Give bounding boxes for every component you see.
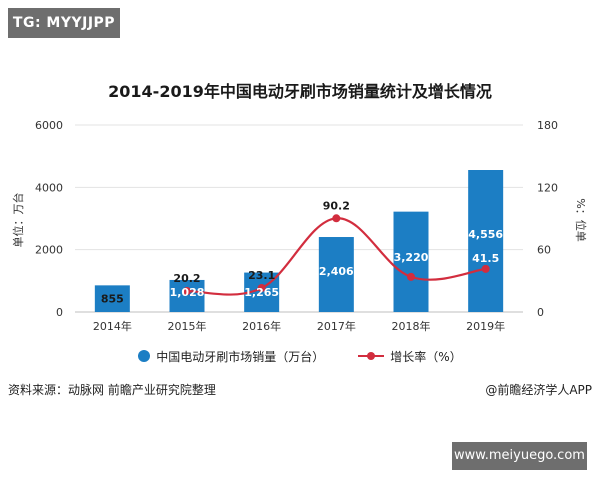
x-category-label: 2017年 — [317, 319, 356, 333]
y-right-tick-label: 60 — [537, 244, 551, 257]
bar-value-label: 4,556 — [468, 228, 503, 241]
growth-value-label: 20.2 — [173, 272, 200, 285]
bar-value-label: 855 — [101, 293, 124, 306]
legend-label-growth: 增长率（%） — [390, 349, 462, 364]
y-left-tick-label: 4000 — [35, 181, 63, 194]
y-axis-left-label: 单位：万台 — [11, 193, 25, 248]
bar — [318, 237, 354, 312]
bar-value-label: 2,406 — [319, 265, 354, 278]
legend-marker-line — [358, 350, 385, 362]
x-axis-categories: 2014年 2015年 2016年 2017年 2018年 2019年 — [93, 319, 505, 333]
x-category-label: 2015年 — [168, 319, 207, 333]
y-right-tick-label: 120 — [537, 181, 558, 194]
x-category-label: 2019年 — [466, 319, 505, 333]
legend-item-growth: 增长率（%） — [358, 348, 462, 365]
grid-lines — [75, 124, 523, 313]
bar — [94, 285, 130, 312]
data-labels: 855 1,028 1,265 2,406 3,220 4,556 20.2 23.1 90.2… — [101, 199, 504, 305]
legend-item-sales: 中国电动牙刷市场销量（万台） — [138, 348, 324, 365]
bar-value-label: 3,220 — [394, 251, 429, 264]
y-left-tick-label: 2000 — [35, 244, 63, 257]
y-left-tick-label: 0 — [56, 306, 63, 319]
growth-value-label: 41.5 — [472, 252, 499, 265]
source-note: 资料来源：动脉网 前瞻产业研究院整理 — [8, 383, 216, 397]
axis-ticks: 0 2000 4000 6000 0 60 120 180 — [35, 119, 558, 319]
bar — [468, 170, 504, 312]
growth-value-label: 23.1 — [248, 269, 275, 282]
y-right-tick-label: 0 — [537, 306, 544, 319]
growth-rate-point — [332, 214, 341, 223]
chart-title: 2014-2019年中国电动牙刷市场销量统计及增长情况 — [108, 82, 492, 101]
x-category-label: 2016年 — [242, 319, 281, 333]
line-series — [183, 214, 490, 296]
growth-rate-point — [481, 264, 490, 273]
legend: 中国电动牙刷市场销量（万台） 增长率（%） — [0, 343, 600, 369]
bar-value-label: 1,028 — [170, 286, 205, 299]
credit-note: @前瞻经济学人APP — [485, 383, 592, 397]
x-category-label: 2014年 — [93, 319, 132, 333]
y-axis-right-label: %：位单 — [574, 198, 588, 241]
legend-label-sales: 中国电动牙刷市场销量（万台） — [156, 349, 325, 364]
bar — [169, 279, 205, 312]
growth-rate-point — [257, 284, 266, 293]
x-category-label: 2018年 — [392, 319, 431, 333]
y-right-tick-label: 180 — [537, 119, 558, 132]
bar — [393, 211, 429, 312]
growth-rate-point — [183, 287, 191, 296]
legend-marker-bar — [138, 350, 151, 362]
bar-series — [94, 170, 504, 312]
watermark-badge-top: TG: MYYJJPP — [8, 8, 120, 38]
watermark-badge-bottom: www.meiyuego.com — [452, 442, 587, 470]
growth-rate-point — [407, 272, 415, 281]
bar-value-label: 1,265 — [244, 286, 279, 299]
growth-value-label: 90.2 — [323, 199, 350, 212]
y-left-tick-label: 6000 — [35, 119, 63, 132]
